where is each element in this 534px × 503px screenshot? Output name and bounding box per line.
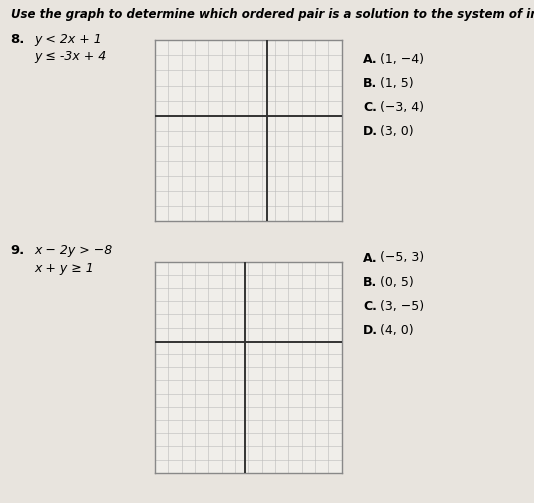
Text: D.: D. xyxy=(363,324,378,337)
Text: (3, −5): (3, −5) xyxy=(380,300,425,313)
Text: Use the graph to determine which ordered pair is a solution to the system of ine: Use the graph to determine which ordered… xyxy=(11,8,534,21)
Text: (3, 0): (3, 0) xyxy=(380,125,414,138)
Text: B.: B. xyxy=(363,276,378,289)
Text: x + y ≥ 1: x + y ≥ 1 xyxy=(35,262,95,275)
Text: (0, 5): (0, 5) xyxy=(380,276,414,289)
Text: A.: A. xyxy=(363,252,378,265)
Text: 8.: 8. xyxy=(11,33,25,46)
Text: y < 2x + 1: y < 2x + 1 xyxy=(35,33,103,46)
Text: C.: C. xyxy=(363,101,377,114)
Text: (4, 0): (4, 0) xyxy=(380,324,414,337)
Text: 9.: 9. xyxy=(11,244,25,257)
Text: C.: C. xyxy=(363,300,377,313)
Text: A.: A. xyxy=(363,53,378,66)
Text: x − 2y > −8: x − 2y > −8 xyxy=(35,244,113,257)
Text: y ≤ -3x + 4: y ≤ -3x + 4 xyxy=(35,50,107,63)
Text: (−3, 4): (−3, 4) xyxy=(380,101,424,114)
Text: B.: B. xyxy=(363,77,378,90)
Text: (1, −4): (1, −4) xyxy=(380,53,424,66)
Text: (1, 5): (1, 5) xyxy=(380,77,414,90)
Text: D.: D. xyxy=(363,125,378,138)
Text: (−5, 3): (−5, 3) xyxy=(380,252,425,265)
